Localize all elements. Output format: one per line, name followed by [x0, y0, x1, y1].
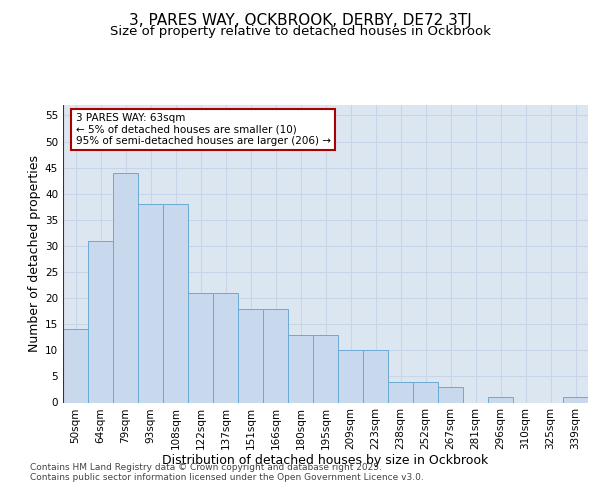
Bar: [88, 240, 113, 402]
Bar: [288, 334, 313, 402]
Bar: [338, 350, 363, 403]
Bar: [63, 330, 88, 402]
Y-axis label: Number of detached properties: Number of detached properties: [28, 155, 41, 352]
Bar: [413, 382, 438, 402]
X-axis label: Distribution of detached houses by size in Ockbrook: Distribution of detached houses by size …: [163, 454, 488, 466]
Bar: [263, 308, 288, 402]
Bar: [188, 293, 213, 403]
Bar: [563, 398, 588, 402]
Bar: [488, 398, 513, 402]
Bar: [313, 334, 338, 402]
Bar: [238, 308, 263, 402]
Bar: [163, 204, 188, 402]
Text: Size of property relative to detached houses in Ockbrook: Size of property relative to detached ho…: [110, 25, 490, 38]
Bar: [388, 382, 413, 402]
Bar: [138, 204, 163, 402]
Text: Contains HM Land Registry data © Crown copyright and database right 2025.
Contai: Contains HM Land Registry data © Crown c…: [30, 462, 424, 482]
Bar: [113, 173, 138, 402]
Text: 3 PARES WAY: 63sqm
← 5% of detached houses are smaller (10)
95% of semi-detached: 3 PARES WAY: 63sqm ← 5% of detached hous…: [76, 113, 331, 146]
Text: 3, PARES WAY, OCKBROOK, DERBY, DE72 3TJ: 3, PARES WAY, OCKBROOK, DERBY, DE72 3TJ: [128, 12, 472, 28]
Bar: [213, 293, 238, 403]
Bar: [438, 387, 463, 402]
Bar: [363, 350, 388, 403]
